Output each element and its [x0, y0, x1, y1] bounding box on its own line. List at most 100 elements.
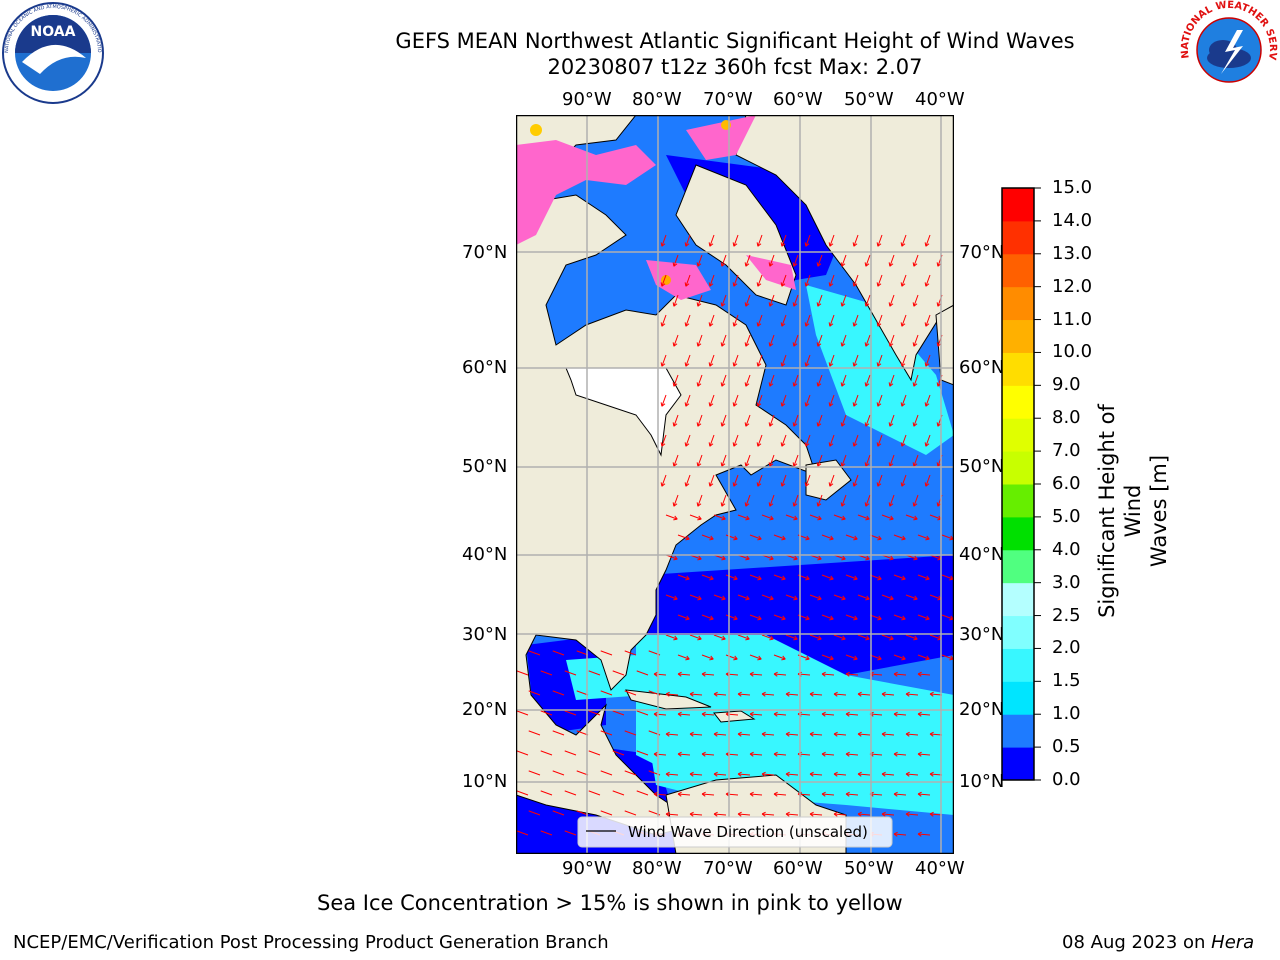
wind-wave-arrowhead	[720, 462, 726, 467]
wind-wave-arrowhead	[768, 342, 774, 347]
wind-wave-arrowhead	[925, 575, 930, 581]
wind-wave-arrowhead	[793, 555, 798, 561]
wind-wave-arrow	[689, 514, 702, 520]
wind-wave-arrow	[889, 374, 895, 387]
land-cuba	[625, 689, 712, 710]
wind-wave-arrow	[810, 733, 823, 736]
wind-wave-arrow	[552, 690, 565, 696]
wind-wave-arrow	[841, 494, 847, 507]
wind-wave-arrowhead	[761, 691, 766, 697]
wind-wave-arrow	[894, 673, 907, 676]
colorbar-tick-label: 9.0	[1052, 374, 1081, 396]
wind-wave-arrowhead	[917, 671, 922, 677]
wind-wave-arrowhead	[709, 535, 714, 541]
wind-wave-arrow	[733, 234, 739, 247]
wind-wave-arrowhead	[792, 462, 798, 467]
wind-wave-arrowhead	[833, 691, 838, 697]
wind-wave-arrowhead	[817, 635, 822, 641]
lon-label-bottom-50w: 50°W	[844, 858, 894, 879]
wind-wave-arrow	[697, 254, 703, 267]
wind-wave-arrowhead	[852, 482, 858, 487]
lat-label-right-10n: 10°N	[959, 771, 1005, 792]
wind-wave-arrowhead	[804, 402, 810, 407]
wind-wave-arrow	[930, 693, 943, 696]
wind-wave-arrowhead	[845, 711, 850, 717]
wind-wave-arrow	[877, 354, 883, 367]
wind-wave-arrow	[713, 514, 726, 520]
wind-wave-arrow	[702, 793, 715, 796]
wind-wave-arrow	[576, 690, 589, 696]
lat-label-right-50n: 50°N	[959, 456, 1005, 477]
wind-wave-arrowhead	[816, 262, 822, 267]
wind-wave-arrowhead	[929, 811, 934, 817]
wind-wave-arrow	[769, 494, 775, 507]
wind-wave-arrowhead	[733, 575, 738, 581]
lat-label-right-60n: 60°N	[959, 357, 1005, 378]
wind-wave-arrow	[757, 314, 763, 327]
wind-wave-arrow	[805, 354, 811, 367]
lat-label-left-10n: 10°N	[462, 771, 508, 792]
wind-wave-arrowhead	[701, 791, 706, 797]
wind-wave-arrow	[528, 730, 541, 736]
wind-wave-arrow	[810, 693, 823, 696]
wind-wave-arrow	[853, 354, 859, 367]
wind-wave-arrow	[552, 650, 565, 656]
wind-wave-arrow	[689, 634, 702, 640]
wind-wave-arrow	[881, 594, 894, 600]
wind-wave-arrow	[528, 810, 541, 816]
wind-wave-arrowhead	[805, 535, 810, 541]
wind-wave-arrow	[701, 574, 714, 580]
colorbar-tick-marks	[1034, 187, 1041, 781]
colorbar-tick-label: 10.0	[1052, 341, 1093, 363]
wind-wave-arrowhead	[900, 482, 906, 487]
wind-wave-arrow	[821, 614, 834, 620]
wind-wave-arrow	[761, 514, 774, 520]
wind-wave-arrowhead	[816, 502, 822, 507]
wind-wave-arrowhead	[757, 535, 762, 541]
wind-wave-arrow	[749, 654, 762, 660]
wind-wave-arrowhead	[749, 751, 754, 757]
wind-wave-arrowhead	[912, 342, 918, 347]
wind-wave-arrow	[817, 454, 823, 467]
wind-wave-arrow	[810, 813, 823, 816]
wind-wave-arrow	[612, 710, 625, 716]
wind-wave-arrow	[624, 770, 637, 776]
wind-wave-arrow	[901, 474, 907, 487]
wind-wave-arrowhead	[864, 382, 870, 387]
wind-wave-arrow	[726, 753, 739, 756]
wind-wave-arrowhead	[672, 342, 678, 347]
wind-wave-arrowhead	[889, 595, 894, 601]
wind-wave-arrowhead	[816, 462, 822, 467]
wind-wave-arrowhead	[684, 402, 690, 407]
wind-wave-arrowhead	[893, 671, 898, 677]
wind-wave-arrow	[738, 733, 751, 736]
wind-wave-arrow	[678, 793, 691, 796]
wind-wave-arrow	[624, 810, 637, 816]
wind-wave-arrowhead	[713, 691, 718, 697]
wind-wave-arrow	[822, 673, 835, 676]
wind-wave-arrow	[721, 494, 727, 507]
wind-wave-arrow	[865, 294, 871, 307]
wind-wave-arrowhead	[912, 502, 918, 507]
colorbar-segment	[1002, 484, 1034, 518]
wind-wave-arrow	[678, 673, 691, 676]
wind-wave-arrow	[913, 374, 919, 387]
wind-wave-arrow	[901, 394, 907, 407]
wind-wave-arrow	[841, 374, 847, 387]
wind-wave-arrowhead	[793, 635, 798, 641]
wind-wave-arrow	[709, 314, 715, 327]
wind-wave-arrowhead	[804, 362, 810, 367]
wind-wave-arrow	[673, 454, 679, 467]
wind-wave-arrow	[829, 234, 835, 247]
wind-wave-arrowhead	[821, 671, 826, 677]
wind-wave-arrow	[702, 753, 715, 756]
wind-wave-arrow	[857, 514, 870, 520]
wind-wave-arrow	[654, 793, 667, 796]
wind-wave-arrowhead	[660, 362, 666, 367]
wind-wave-arrow	[865, 334, 871, 347]
colorbar-tick-label: 2.5	[1052, 604, 1081, 626]
colorbar-segment	[1002, 681, 1034, 715]
wind-wave-arrowhead	[745, 635, 750, 641]
wind-wave-arrowhead	[696, 462, 702, 467]
colorbar-tick-label: 14.0	[1052, 209, 1093, 231]
